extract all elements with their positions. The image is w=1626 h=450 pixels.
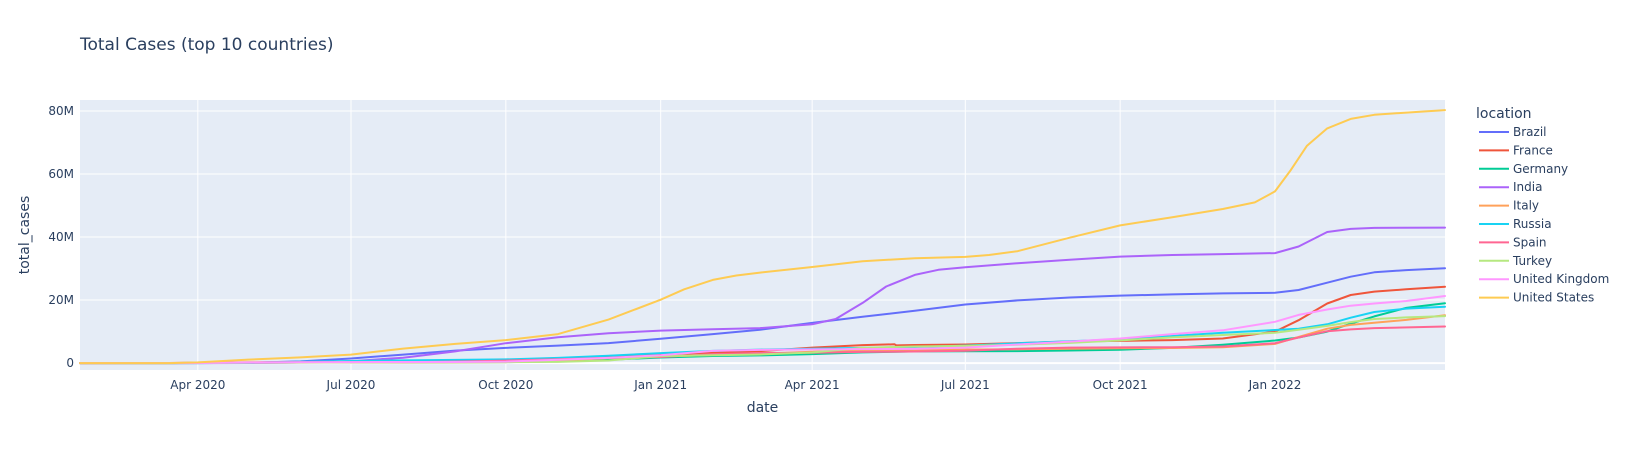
legend: location Brazil France Germany India Italy Ru… bbox=[1476, 106, 1609, 305]
chart-title: Total Cases (top 10 countries) bbox=[79, 35, 334, 55]
series-lines bbox=[79, 109, 1446, 365]
legend-item[interactable]: Italy bbox=[1479, 199, 1539, 213]
y-tick-label: 40M bbox=[48, 230, 74, 244]
legend-item[interactable]: Turkey bbox=[1479, 254, 1552, 268]
legend-item[interactable]: Brazil bbox=[1479, 125, 1547, 139]
y-tick-label: 60M bbox=[48, 167, 74, 181]
x-tick-label: Jul 2021 bbox=[940, 378, 990, 392]
series-line-brazil bbox=[79, 267, 1446, 365]
legend-item[interactable]: United States bbox=[1479, 291, 1594, 305]
plot-area bbox=[80, 100, 1445, 370]
legend-label: France bbox=[1513, 143, 1553, 157]
legend-item[interactable]: Spain bbox=[1479, 235, 1547, 249]
y-tick-label: 0 bbox=[66, 356, 74, 370]
x-tick-label: Jan 2022 bbox=[1248, 378, 1302, 392]
y-tick-label: 20M bbox=[48, 293, 74, 307]
x-tick-label: Oct 2020 bbox=[478, 378, 533, 392]
y-axis-tick-labels: 0 20M 40M 60M 80M bbox=[48, 104, 74, 370]
legend-label: Spain bbox=[1513, 235, 1547, 249]
x-tick-label: Oct 2021 bbox=[1093, 378, 1148, 392]
legend-label: Turkey bbox=[1512, 254, 1552, 268]
legend-item[interactable]: France bbox=[1479, 143, 1553, 157]
series-line-united-states bbox=[79, 109, 1446, 365]
x-tick-label: Jan 2021 bbox=[633, 378, 687, 392]
x-axis-title: date bbox=[747, 400, 779, 416]
x-tick-label: Apr 2020 bbox=[170, 378, 225, 392]
legend-item[interactable]: India bbox=[1479, 180, 1542, 194]
x-axis-tick-labels: Apr 2020 Jul 2020 Oct 2020 Jan 2021 Apr 2021… bbox=[170, 378, 1301, 392]
y-tick-label: 80M bbox=[48, 104, 74, 118]
legend-title: location bbox=[1476, 106, 1532, 122]
legend-item[interactable]: Germany bbox=[1479, 162, 1568, 176]
legend-item[interactable]: Russia bbox=[1479, 217, 1552, 231]
y-axis-title: total_cases bbox=[17, 196, 33, 275]
series-line-united-kingdom bbox=[79, 295, 1446, 365]
legend-label: Italy bbox=[1513, 199, 1539, 213]
legend-label: India bbox=[1513, 180, 1542, 194]
x-tick-label: Apr 2021 bbox=[785, 378, 840, 392]
legend-label: Russia bbox=[1513, 217, 1552, 231]
legend-label: Brazil bbox=[1513, 125, 1547, 139]
legend-label: United Kingdom bbox=[1513, 272, 1609, 286]
legend-label: United States bbox=[1513, 291, 1594, 305]
legend-item[interactable]: United Kingdom bbox=[1479, 272, 1609, 286]
x-tick-label: Jul 2020 bbox=[326, 378, 376, 392]
legend-label: Germany bbox=[1513, 162, 1568, 176]
